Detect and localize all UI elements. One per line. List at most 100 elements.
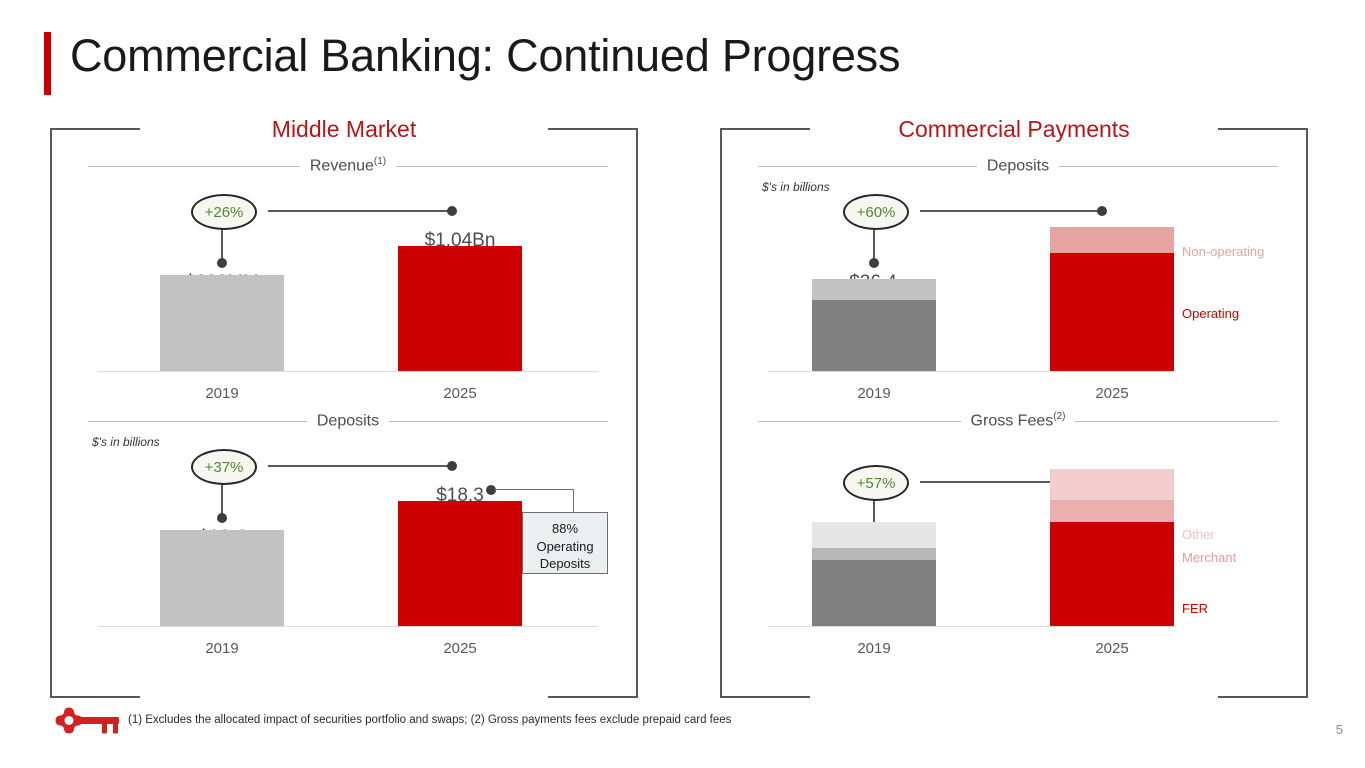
frame-corner-bottom-right	[1218, 646, 1308, 698]
callout-line-1: 88%	[551, 521, 579, 536]
callout-connector-horizontal	[494, 489, 574, 490]
header-rule-left	[758, 165, 977, 167]
callout-line-3: Deposits	[539, 556, 591, 572]
chart-mm-deposits: Deposits $'s in billions +37% $13.4 $18.…	[88, 411, 608, 669]
x-tick-2019: 2019	[857, 385, 891, 402]
key-logo-icon	[55, 707, 119, 734]
bar-segment-total	[160, 530, 284, 626]
x-tick-2019: 2019	[857, 640, 891, 657]
chart-title: Revenue(1)	[310, 156, 386, 175]
panel-heading-middle-market: Middle Market	[271, 116, 417, 142]
chart-title-text: Revenue	[309, 157, 374, 175]
frame-edge-left	[50, 173, 52, 653]
x-tick-2019: 2019	[205, 385, 239, 402]
header-rule-right	[396, 165, 608, 167]
header-rule-left	[758, 420, 961, 422]
frame-corner-top-left	[50, 128, 140, 180]
chart-title: Gross Fees(2)	[971, 411, 1066, 430]
growth-endpoint-dot-2025	[447, 206, 457, 216]
x-axis-line	[98, 626, 598, 627]
bar-2019	[160, 530, 284, 626]
page-title: Commercial Banking: Continued Progress	[70, 30, 901, 81]
bar-segment-total	[160, 275, 284, 371]
header-rule-left	[88, 420, 307, 422]
bar-segment-other	[1050, 469, 1174, 500]
bar-segment-total	[398, 246, 522, 371]
growth-connector-vertical	[873, 497, 875, 543]
segment-label-merchant: Merchant	[1182, 550, 1237, 565]
x-axis-line	[768, 371, 1176, 372]
growth-endpoint-dot-2019	[217, 513, 227, 523]
chart-cp-deposits: Deposits $'s in billions +60% $36.4 $58.…	[758, 156, 1278, 414]
frame-corner-bottom-left	[720, 646, 810, 698]
growth-endpoint-dot-2019	[217, 258, 227, 268]
bar-2019	[160, 275, 284, 371]
chart-title-text: Gross Fees	[970, 412, 1054, 430]
bar-segment-merchant	[812, 548, 936, 560]
bar-value-2025: $1.04Bn	[424, 230, 496, 251]
x-axis-line	[768, 626, 1176, 627]
panel-commercial-payments: Commercial Payments Deposits $'s in bill…	[720, 116, 1308, 698]
growth-badge: +60%	[843, 194, 909, 230]
chart-title: Deposits	[317, 411, 379, 430]
chart-header: Gross Fees(2)	[758, 411, 1279, 431]
bar-2019	[812, 279, 936, 371]
growth-endpoint-dot-2019	[869, 258, 879, 268]
growth-connector-horizontal	[920, 210, 1102, 212]
header-rule-right	[389, 420, 608, 422]
bar-2019	[812, 522, 936, 626]
frame-corner-top-right	[1218, 128, 1308, 180]
frame-edge-right	[1306, 173, 1308, 653]
segment-label-operating: Operating	[1182, 306, 1240, 321]
growth-endpoint-dot-2025	[1097, 206, 1107, 216]
x-tick-2019: 2019	[205, 640, 239, 657]
bar-segment-non-operating	[1050, 227, 1174, 253]
callout-anchor-dot	[486, 485, 496, 495]
chart-title: Deposits	[987, 156, 1049, 175]
bar-segment-merchant	[1050, 500, 1174, 522]
growth-connector-vertical	[221, 481, 223, 517]
bar-value-2025: $18.3	[436, 485, 484, 506]
footnote-text: (1) Excludes the allocated impact of sec…	[128, 714, 732, 726]
growth-endpoint-dot-2025	[447, 461, 457, 471]
growth-connector-horizontal	[920, 481, 1102, 483]
plot-area: +37% $13.4 $18.3 88% Operating Deposits …	[98, 437, 608, 657]
frame-edge-right	[636, 173, 638, 653]
x-tick-2025: 2025	[443, 640, 477, 657]
chart-title-superscript: (2)	[1053, 411, 1066, 423]
x-tick-2025: 2025	[1095, 385, 1129, 402]
plot-area: +60% $36.4 $58.1 Non-operating Operating…	[768, 182, 1268, 402]
panel-middle-market: Middle Market Revenue(1) +26% $823MM $1.…	[50, 116, 638, 698]
chart-cp-gross-fees: Gross Fees(2) +57% Other Merch	[758, 411, 1279, 669]
frame-corner-bottom-right	[548, 646, 638, 698]
frame-corner-bottom-left	[50, 646, 140, 698]
bar-2025	[1050, 469, 1174, 626]
chart-mm-revenue: Revenue(1) +26% $823MM $1.04Bn 2019 2025	[88, 156, 608, 414]
callout-connector-vertical	[573, 489, 574, 513]
segment-label-other: Other	[1182, 527, 1215, 542]
x-tick-2025: 2025	[1095, 640, 1129, 657]
growth-connector-vertical	[873, 226, 875, 262]
bar-2025	[1050, 227, 1174, 371]
header-rule-right	[1059, 165, 1278, 167]
callout-box: 88% Operating Deposits	[522, 512, 608, 574]
growth-connector-horizontal	[268, 465, 452, 467]
callout-line-2: Operating	[536, 538, 594, 554]
bar-segment-operating	[1050, 253, 1174, 371]
units-label: $'s in billions	[762, 180, 830, 194]
title-accent-bar	[44, 32, 51, 95]
chart-title-superscript: (1)	[373, 156, 387, 168]
plot-area: +26% $823MM $1.04Bn 2019 2025	[98, 182, 598, 402]
growth-badge: +26%	[191, 194, 257, 230]
frame-corner-top-left	[720, 128, 810, 180]
page-number: 5	[1335, 722, 1343, 737]
chart-header: Deposits	[758, 156, 1278, 176]
bar-segment-fer	[812, 560, 936, 626]
header-rule-right	[1075, 420, 1279, 422]
chart-header: Deposits	[88, 411, 608, 431]
chart-title-text: Deposits	[316, 412, 380, 430]
chart-title-text: Deposits	[986, 157, 1050, 175]
growth-connector-horizontal	[268, 210, 452, 212]
bar-segment-other	[812, 522, 936, 548]
chart-header: Revenue(1)	[88, 156, 608, 176]
